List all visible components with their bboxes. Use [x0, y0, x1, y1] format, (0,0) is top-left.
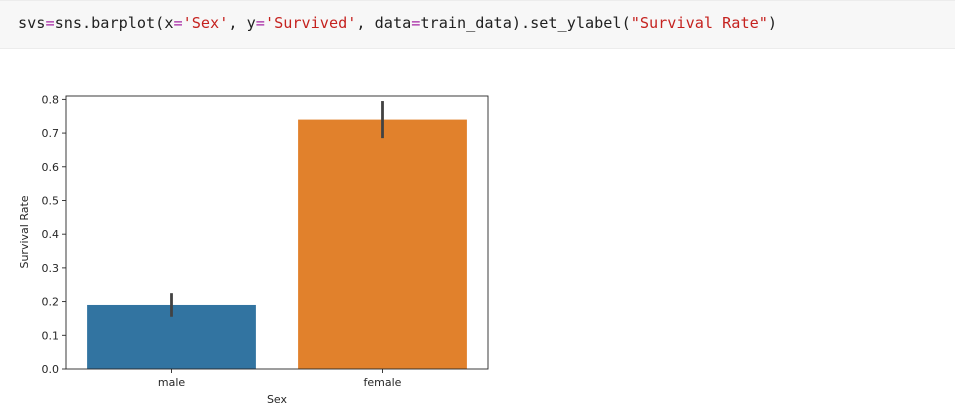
code-token-str: 'Sex' — [182, 14, 229, 32]
x-tick-label: female — [364, 376, 402, 389]
y-tick-label: 0.8 — [42, 93, 60, 106]
code-token-plain: ) — [767, 14, 778, 32]
cell-output: 0.0 0.1 0.2 0.3 0.4 0.5 0.6 0.7 0.8 male female S… — [0, 60, 955, 411]
code-token-plain: , data — [356, 14, 412, 32]
x-tick-label: male — [158, 376, 186, 389]
y-tick-label: 0.6 — [42, 161, 60, 174]
bar-chart: 0.0 0.1 0.2 0.3 0.4 0.5 0.6 0.7 0.8 male female S… — [18, 93, 489, 406]
code-token-str: "Survival Rate" — [630, 14, 768, 32]
y-tick-label: 0.4 — [42, 228, 60, 241]
bar-female — [298, 119, 467, 369]
code-token-op: = — [255, 14, 265, 32]
y-axis-label: Survival Rate — [18, 195, 31, 268]
y-tick-label: 0.0 — [42, 363, 60, 376]
y-tick-label: 0.1 — [42, 329, 60, 342]
y-tick-label: 0.5 — [42, 194, 60, 207]
code-token-op: = — [173, 14, 183, 32]
code-cell[interactable]: svs=sns.barplot(x='Sex', y='Survived', d… — [0, 0, 955, 49]
plot-frame — [65, 95, 489, 370]
y-tick-label: 0.2 — [42, 296, 60, 309]
code-token-op: = — [411, 14, 421, 32]
y-tick-label: 0.3 — [42, 262, 60, 275]
code-line[interactable]: svs=sns.barplot(x='Sex', y='Survived', d… — [18, 14, 777, 32]
code-token-str: 'Survived' — [264, 14, 357, 32]
y-tick-label: 0.7 — [42, 127, 60, 140]
code-token-op: = — [45, 14, 55, 32]
x-axis-label: Sex — [267, 393, 288, 406]
code-token-plain: train_data).set_ylabel( — [420, 14, 631, 32]
code-token-plain: sns.barplot(x — [54, 14, 174, 32]
code-token-plain: svs — [18, 14, 46, 32]
code-token-plain: , y — [228, 14, 256, 32]
